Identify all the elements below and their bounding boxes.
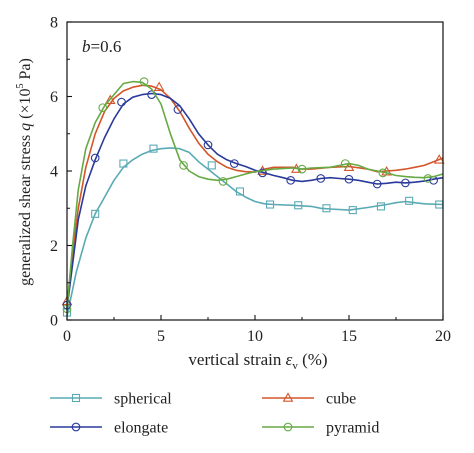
legend-item-cube: cube	[262, 391, 356, 408]
legend: spherical cube elongate pyramid	[50, 391, 379, 437]
x-tick-label: 0	[63, 328, 71, 345]
data-point-pyramid	[423, 174, 433, 183]
series-line-cube	[66, 84, 444, 306]
y-tick-label: 6	[50, 89, 58, 106]
data-point-pyramid	[378, 168, 388, 178]
y-axis-label: generalized shear stress q (×105 Pa)	[15, 58, 34, 286]
data-point-elongate	[117, 97, 126, 107]
legend-marker	[283, 422, 293, 432]
series-cube	[61, 81, 445, 306]
data-point-elongate	[258, 168, 267, 178]
data-point-elongate	[316, 174, 326, 183]
data-point-cube	[433, 154, 445, 164]
legend-item-spherical: spherical	[50, 391, 172, 408]
data-point-spherical	[119, 159, 128, 168]
x-tick-label: 20	[435, 328, 451, 345]
series-pyramid	[62, 77, 444, 314]
data-point-spherical	[207, 161, 216, 170]
legend-label: cube	[326, 391, 356, 408]
legend-label: pyramid	[326, 420, 379, 437]
data-point-pyramid	[179, 161, 188, 170]
data-point-pyramid	[98, 103, 108, 113]
y-tick-label: 8	[50, 15, 58, 32]
x-axis-label: vertical strain εv (%)	[188, 350, 327, 372]
legend-label: spherical	[114, 391, 172, 408]
data-point-elongate	[229, 159, 239, 168]
legend-marker	[71, 393, 81, 403]
data-point-spherical	[91, 209, 100, 218]
series-line-elongate	[66, 92, 444, 309]
data-point-cube	[104, 94, 116, 104]
data-point-elongate	[344, 174, 354, 184]
data-point-pyramid	[297, 164, 307, 174]
x-tick-label: 10	[247, 328, 263, 345]
y-tick-label: 0	[50, 313, 58, 330]
legend-item-pyramid: pyramid	[262, 420, 379, 437]
plot-content	[61, 77, 445, 317]
data-point-spherical	[294, 201, 303, 210]
y-tick-label: 4	[50, 164, 58, 181]
data-point-spherical	[405, 196, 414, 205]
annotation-text: =0.6	[91, 37, 122, 56]
data-point-elongate	[173, 105, 183, 114]
data-point-spherical	[265, 200, 275, 209]
data-point-spherical	[376, 202, 386, 211]
series-line-pyramid	[66, 80, 444, 309]
chart-annotation: b=0.6	[82, 37, 121, 56]
legend-marker	[282, 392, 294, 402]
series-elongate	[62, 90, 444, 310]
data-point-spherical	[348, 206, 357, 215]
data-point-pyramid	[139, 77, 149, 86]
legend-item-elongate: elongate	[50, 420, 168, 437]
y-tick-label: 2	[50, 238, 58, 255]
data-point-elongate	[372, 179, 382, 189]
x-tick-label: 5	[157, 328, 165, 345]
data-point-elongate	[401, 178, 410, 188]
data-point-elongate	[203, 140, 213, 150]
data-point-pyramid	[340, 159, 350, 168]
data-point-pyramid	[218, 177, 228, 186]
annotation-symbol: b	[82, 37, 91, 56]
legend-marker	[71, 422, 81, 432]
data-point-spherical	[235, 187, 245, 196]
x-tick-label: 15	[341, 328, 357, 345]
legend-label: elongate	[114, 420, 168, 437]
series-line-spherical	[66, 147, 444, 317]
data-point-elongate	[286, 175, 296, 185]
data-point-elongate	[90, 153, 100, 163]
data-point-spherical	[322, 204, 331, 213]
data-point-spherical	[149, 144, 158, 153]
data-point-cube	[153, 81, 165, 91]
axes: 0 5 10 15 20 0 2 4 6 8	[50, 15, 451, 346]
